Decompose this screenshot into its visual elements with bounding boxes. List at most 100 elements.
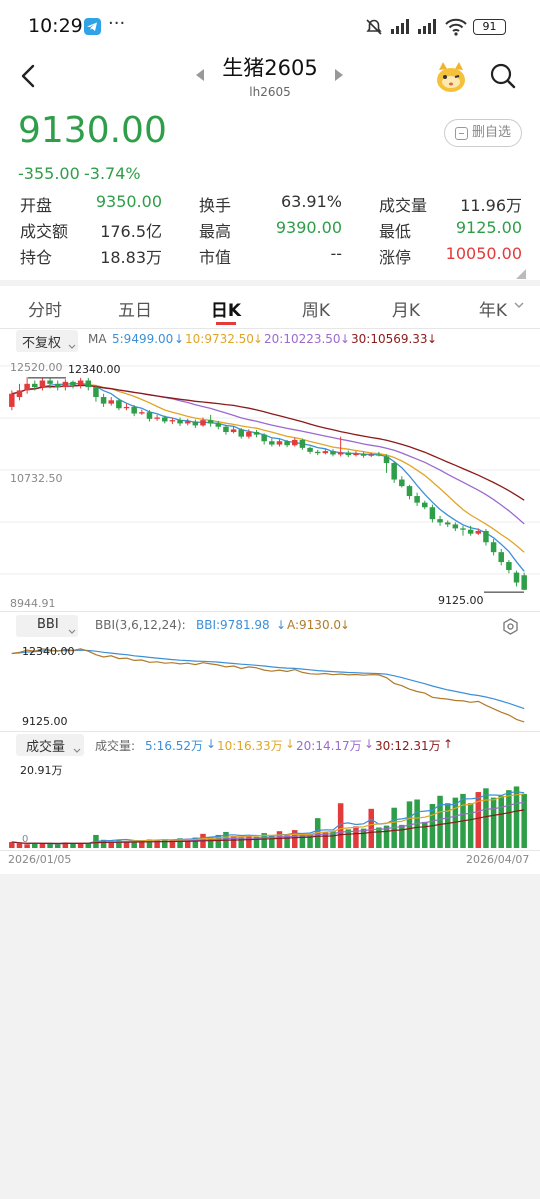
candle-body: [269, 441, 275, 445]
expand-corner-icon[interactable]: [516, 264, 526, 283]
candle-body: [154, 417, 160, 419]
ma5-line: [11, 383, 525, 572]
candle-body: [345, 452, 352, 456]
active-tab-indicator: [216, 322, 236, 325]
stat-value-high: 9390.00: [275, 218, 342, 237]
candle-body: [200, 420, 206, 426]
candle-body: [284, 441, 290, 446]
candle-body: [32, 383, 38, 388]
stat-value-volume: 11.96万: [460, 196, 522, 215]
candle-body: [368, 454, 374, 456]
volume-bar: [322, 832, 329, 848]
candle-body: [490, 542, 497, 553]
tab-daily-k[interactable]: 日K: [210, 301, 242, 321]
candle-body: [238, 429, 244, 437]
volume-bar: [353, 826, 359, 848]
volume-bar: [261, 833, 267, 848]
volume-ma10: 10:16.33万: [217, 739, 283, 753]
ma10-line: [11, 384, 525, 553]
candle-body: [429, 507, 436, 520]
candle-body: [16, 390, 23, 398]
volume-ma10-arrow: ↓: [285, 737, 296, 751]
candle-body: [123, 406, 130, 409]
volume-bar: [85, 842, 92, 848]
tab-five-day[interactable]: 五日: [118, 301, 152, 321]
tab-yearly-k[interactable]: 年K: [478, 301, 508, 321]
volume-bar: [376, 827, 382, 848]
candle-body: [506, 562, 512, 570]
bbi-a-line: [11, 648, 525, 723]
next-contract-button[interactable]: [333, 67, 345, 86]
tab-monthly-k[interactable]: 月K: [391, 301, 421, 321]
bbi-chart[interactable]: 12340.00 9125.00: [0, 638, 540, 730]
remove-watchlist-button[interactable]: 删自选: [444, 119, 522, 147]
candle-body: [24, 383, 30, 391]
candle-body: [360, 453, 367, 456]
mascot-icon[interactable]: [434, 60, 468, 98]
volume-bar: [253, 836, 260, 848]
candle-body: [85, 380, 92, 388]
bbi-params: BBI(3,6,12,24):: [95, 618, 186, 632]
back-button[interactable]: [16, 63, 42, 89]
volume-bar: [360, 828, 367, 848]
candle-body: [437, 519, 443, 523]
candle-body: [292, 439, 298, 446]
settings-icon[interactable]: [502, 618, 519, 639]
ma-label: MA: [88, 332, 107, 346]
stat-value-limit-up: 10050.00: [445, 244, 522, 263]
stat-label-high: 最高: [199, 222, 232, 241]
indicator-selector-bbi[interactable]: BBI: [16, 615, 78, 637]
candle-body: [77, 380, 84, 386]
signal-icon-2: [416, 17, 440, 39]
volume-bar: [513, 786, 520, 848]
chevron-down-icon: [73, 740, 81, 759]
candle-body: [406, 486, 413, 497]
tab-intraday[interactable]: 分时: [28, 301, 62, 321]
candle-body: [116, 400, 122, 409]
volume-bar: [39, 843, 46, 848]
volume-bar: [383, 825, 390, 848]
volume-bar: [276, 831, 283, 848]
ma20-line: [11, 384, 525, 525]
candle-body: [146, 412, 153, 419]
tabs-dropdown-icon[interactable]: [513, 296, 525, 315]
bbi-a-value: A:9130.0: [287, 618, 342, 632]
volume-bar: [207, 837, 214, 848]
volume-bar: [238, 837, 244, 848]
kline-chart[interactable]: 12520.00 10732.50 8944.91 12340.00 9125.…: [0, 352, 540, 610]
adjust-selector[interactable]: 不复权: [16, 330, 78, 352]
minus-icon: [455, 127, 468, 140]
candle-body: [460, 528, 466, 530]
candle-body: [467, 529, 474, 534]
volume-top-label: 20.91万: [20, 764, 63, 777]
candle-body: [223, 426, 229, 433]
candle-body: [513, 572, 520, 583]
volume-bar: [299, 834, 306, 848]
candle-body: [376, 454, 382, 456]
ma5-arrow: ↓: [174, 332, 185, 346]
tab-weekly-k[interactable]: 周K: [301, 301, 331, 321]
volume-bar: [146, 839, 153, 848]
volume-bar: [62, 842, 69, 848]
volume-bar: [230, 836, 237, 848]
volume-bar: [108, 841, 114, 848]
stat-value-turnover-rate: 63.91%: [280, 192, 342, 211]
search-icon[interactable]: [489, 62, 517, 94]
battery-icon: 91: [473, 19, 506, 35]
prev-contract-button[interactable]: [194, 67, 206, 86]
volume-bar: [139, 840, 145, 848]
max-price-label: 12340.00: [68, 363, 121, 376]
volume-bar: [269, 836, 275, 848]
volume-bar: [54, 844, 61, 848]
volume-chart[interactable]: 20.91万 0: [0, 758, 540, 850]
volume-bar: [422, 821, 428, 848]
indicator-selector-volume[interactable]: 成交量: [16, 734, 84, 756]
bbi-value: BBI:9781.98: [196, 618, 270, 632]
volume-bar: [399, 824, 405, 848]
volume-bar: [47, 843, 53, 848]
candle-body: [330, 451, 336, 455]
candle-body: [177, 420, 183, 424]
date-end-label: 2026/04/07: [466, 853, 530, 866]
price-change-pct: -3.74%: [84, 164, 141, 183]
volume-bar: [437, 795, 443, 848]
